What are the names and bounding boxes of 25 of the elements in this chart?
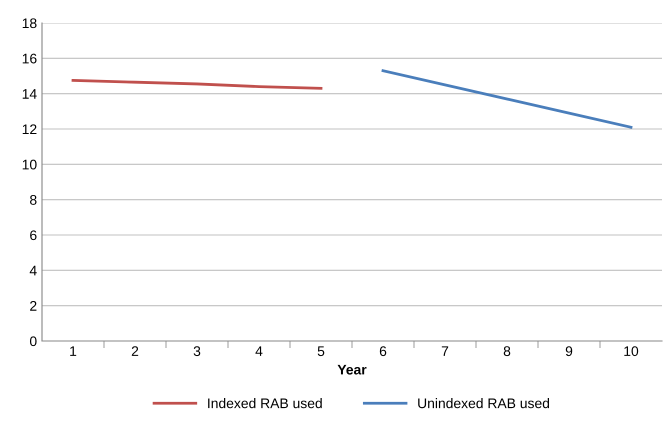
x-tick-label: 2 [132, 346, 138, 356]
x-tick-label: 6 [380, 346, 386, 356]
x-tick-label: 1 [70, 346, 76, 356]
x-axis-title: Year [338, 364, 366, 375]
x-tick-label: 10 [624, 346, 638, 356]
legend-label: Unindexed RAB used [418, 398, 550, 408]
x-tick-label: 7 [442, 346, 448, 356]
y-tick-label: 0 [30, 336, 37, 346]
line-series [382, 69, 632, 129]
y-tick-label: 8 [30, 195, 37, 205]
y-tick-label: 18 [22, 18, 37, 28]
x-tick-label: 9 [566, 346, 572, 356]
y-tick-label: 10 [22, 160, 37, 170]
y-tick-label: 6 [30, 230, 37, 240]
x-tick-label: 4 [255, 346, 262, 356]
x-tick-label: 3 [194, 346, 200, 356]
y-tick-label: 4 [30, 266, 37, 276]
y-tick-label: 12 [22, 124, 36, 134]
legend-label: Indexed RAB used [208, 398, 322, 408]
line-series [72, 79, 322, 90]
y-tick-label: 2 [30, 301, 36, 311]
y-tick-label: 16 [22, 54, 37, 64]
y-tick-label: 14 [22, 89, 37, 99]
x-tick-label: 8 [504, 346, 510, 356]
x-tick-label: 5 [318, 346, 324, 356]
